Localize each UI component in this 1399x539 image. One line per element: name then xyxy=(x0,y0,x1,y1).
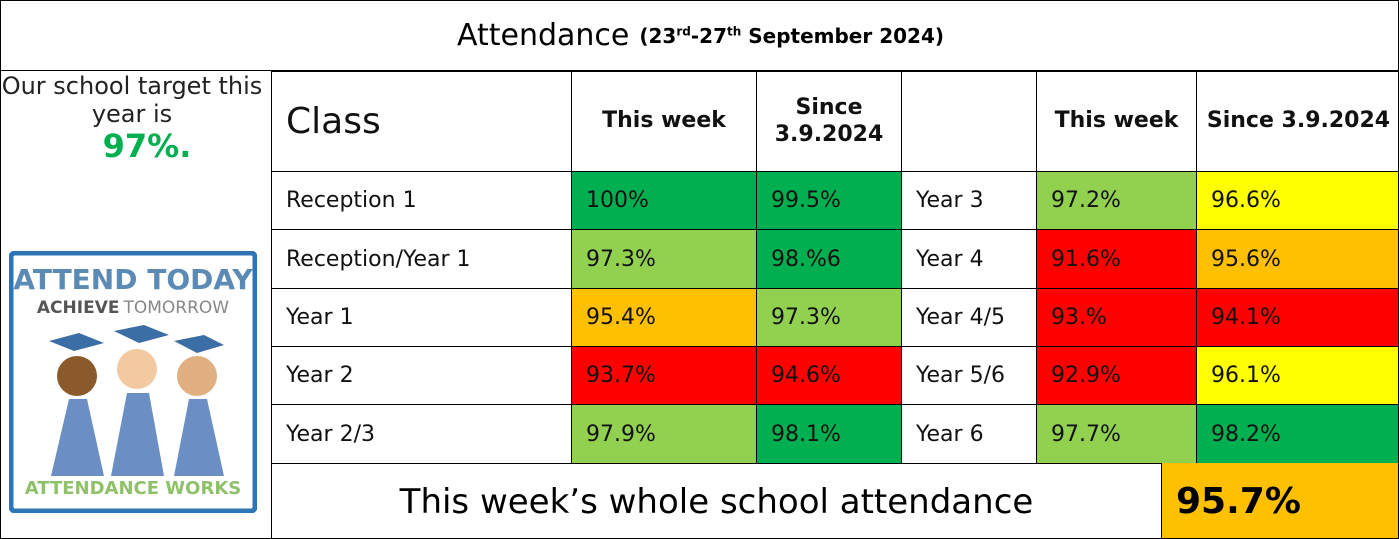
attendance-cell: 91.6% xyxy=(1036,229,1197,289)
class-name: Year 5/6 xyxy=(901,346,1037,405)
header-cell: This week xyxy=(571,71,757,172)
footer-value: 95.7% xyxy=(1161,463,1399,539)
class-name: Year 6 xyxy=(901,404,1037,464)
class-name: Year 4/5 xyxy=(901,288,1037,347)
attendance-cell: 97.9% xyxy=(571,404,757,464)
attendance-cell: 98.2% xyxy=(1196,404,1399,464)
logo-line2b: TOMORROW xyxy=(122,298,229,318)
attendance-cell: 100% xyxy=(571,171,757,230)
attendance-cell: 93.7% xyxy=(571,346,757,405)
class-name: Year 3 xyxy=(901,171,1037,230)
header-cell xyxy=(901,71,1037,172)
attendance-cell: 95.4% xyxy=(571,288,757,347)
date-part: -27 xyxy=(691,24,727,48)
attendance-cell: 96.1% xyxy=(1196,346,1399,405)
target-text: Our school target this year is xyxy=(2,72,263,128)
class-name: Year 4 xyxy=(901,229,1037,289)
attendance-cell: 99.5% xyxy=(756,171,902,230)
class-name: Reception 1 xyxy=(271,171,572,230)
attendance-cell: 97.2% xyxy=(1036,171,1197,230)
logo-line1: ATTEND TODAY xyxy=(13,263,253,296)
attendance-cell: 94.6% xyxy=(756,346,902,405)
attendance-cell: 94.1% xyxy=(1196,288,1399,347)
attendance-cell: 97.7% xyxy=(1036,404,1197,464)
attendance-cell: 97.3% xyxy=(756,288,902,347)
title-date: (23rd-27th September 2024) xyxy=(639,24,944,48)
logo-footer: ATTENDANCE WORKS xyxy=(25,478,242,499)
class-name: Year 2/3 xyxy=(271,404,572,464)
footer-text: This week’s whole school attendance xyxy=(271,463,1161,539)
attendance-cell: 98.%6 xyxy=(756,229,902,289)
date-sup: rd xyxy=(676,24,691,38)
header-cell: This week xyxy=(1036,71,1197,172)
title-main: Attendance xyxy=(457,18,629,53)
date-sup: th xyxy=(727,24,741,38)
class-name: Reception/Year 1 xyxy=(271,229,572,289)
attendance-cell: 95.6% xyxy=(1196,229,1399,289)
attendance-cell: 98.1% xyxy=(756,404,902,464)
attendance-cell: 96.6% xyxy=(1196,171,1399,230)
header-cell: Since 3.9.2024 xyxy=(756,71,902,172)
attendance-cell: 92.9% xyxy=(1036,346,1197,405)
target-value: 97%. xyxy=(31,128,263,165)
date-part: (23 xyxy=(639,24,676,48)
attendance-sheet: Attendance (23rd-27th September 2024) Ou… xyxy=(0,0,1399,539)
header-cell: Class xyxy=(271,71,572,172)
attendance-cell: 97.3% xyxy=(571,229,757,289)
attendance-cell: 93.% xyxy=(1036,288,1197,347)
header-cell: Since 3.9.2024 xyxy=(1196,71,1399,172)
title: Attendance (23rd-27th September 2024) xyxy=(1,1,1399,71)
logo-line2a: ACHIEVE xyxy=(37,298,120,318)
class-name: Year 2 xyxy=(271,346,572,405)
class-name: Year 1 xyxy=(271,288,572,347)
date-part: September 2024) xyxy=(741,24,944,48)
target: Our school target this year is 97%. xyxy=(1,73,263,165)
